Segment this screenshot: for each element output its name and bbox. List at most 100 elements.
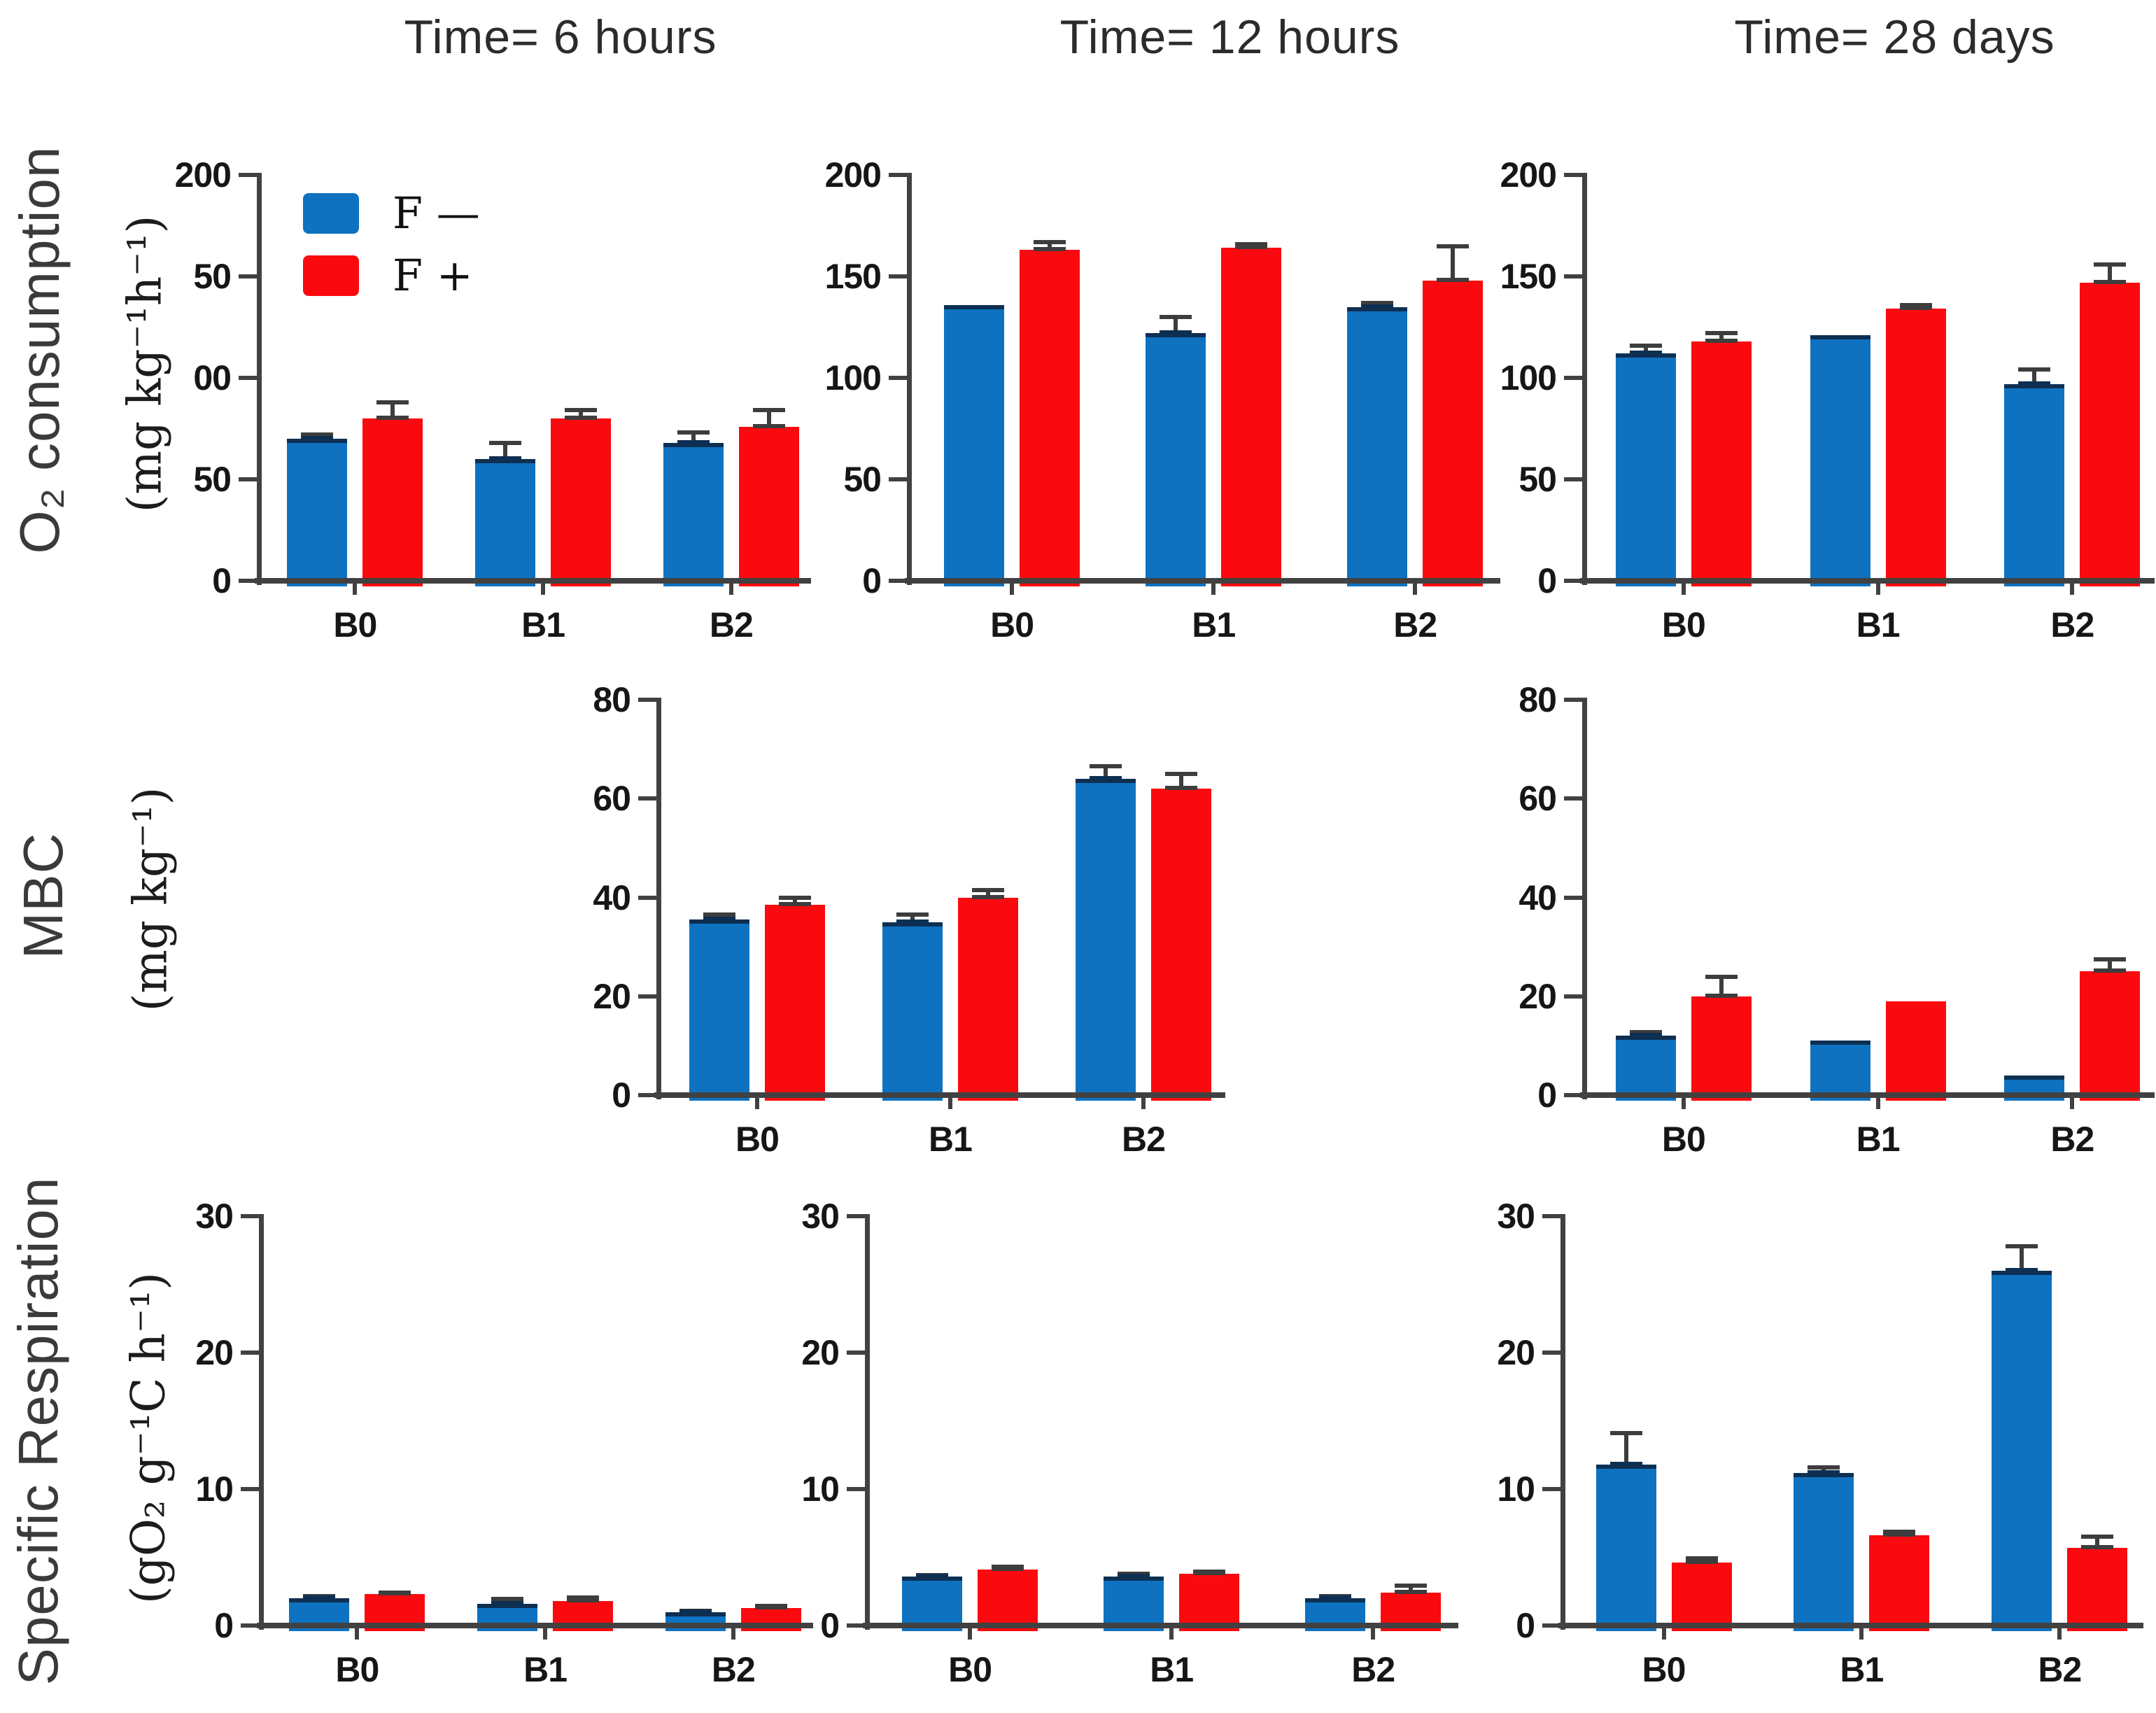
x-axis-tick bbox=[1681, 584, 1686, 595]
error-bar-base-f-minus-B1 bbox=[896, 919, 929, 924]
error-bar-stem-f-minus-B2 bbox=[2032, 369, 2037, 384]
category-label-B1: B1 bbox=[1856, 605, 1901, 644]
error-bar-stem-f-plus-B0 bbox=[1719, 333, 1724, 341]
bar-f-plus-B0 bbox=[1020, 250, 1080, 586]
error-bar-base-f-plus-B2 bbox=[2094, 279, 2127, 284]
y-axis-tick-label: 0 bbox=[1537, 1076, 1557, 1115]
error-bar-cap-f-plus-B2 bbox=[2081, 1535, 2114, 1539]
bar-f-minus-B0 bbox=[287, 439, 348, 586]
chart-specific-respiration-28-days: 30 20 10 0 B0 B1 B2 bbox=[1497, 1197, 2143, 1689]
error-bar-stem-f-minus-B0 bbox=[1623, 1433, 1628, 1465]
category-label-B0: B0 bbox=[1661, 1120, 1706, 1159]
bar-f-minus-B2 bbox=[1347, 306, 1408, 586]
y-axis-tick-label: 100 bbox=[1500, 358, 1557, 397]
bar-f-minus-B1 bbox=[1104, 1576, 1164, 1631]
category-label-B1: B1 bbox=[1840, 1650, 1884, 1689]
y-axis-tick bbox=[889, 274, 907, 279]
bar-f-plus-B2 bbox=[2080, 971, 2141, 1101]
bar-f-plus-B2 bbox=[2067, 1547, 2128, 1631]
category-label-B2: B2 bbox=[1122, 1120, 1166, 1159]
error-bar-base-f-minus-B1 bbox=[489, 456, 522, 460]
y-axis bbox=[1582, 173, 1587, 585]
error-bar-base-f-plus-B2 bbox=[1395, 1590, 1428, 1595]
legend-label-f-minus: F — bbox=[393, 188, 480, 239]
error-bar-stem-f-minus-B2 bbox=[2020, 1246, 2024, 1271]
error-bar-stem-f-plus-B1 bbox=[986, 889, 990, 898]
bar-f-minus-B1 bbox=[475, 459, 536, 586]
bar-f-minus-B2 bbox=[1076, 779, 1136, 1101]
error-bar-stem-f-plus-B2 bbox=[1451, 246, 1456, 281]
y-axis-tick bbox=[847, 1623, 865, 1628]
error-bar-cap-f-minus-B0 bbox=[301, 432, 334, 437]
y-axis-tick-label: 0 bbox=[1537, 561, 1557, 600]
error-bar-cap-f-plus-B2 bbox=[1165, 771, 1197, 776]
row-unit-specific-respiration: (gO₂ g⁻¹C h⁻¹) bbox=[121, 1271, 176, 1605]
y-axis-tick-label: 10 bbox=[195, 1469, 234, 1509]
y-axis bbox=[656, 698, 661, 1099]
error-bar-base-f-plus-B1 bbox=[1899, 306, 1932, 311]
y-axis-tick-label: 200 bbox=[1500, 155, 1557, 195]
error-bar-cap-f-plus-B1 bbox=[567, 1595, 600, 1600]
category-label-B2: B2 bbox=[709, 605, 754, 644]
y-axis-tick bbox=[847, 1351, 865, 1355]
bar-f-plus-B1 bbox=[1179, 1573, 1240, 1631]
y-axis-tick-label: 150 bbox=[1500, 257, 1557, 296]
y-axis-tick bbox=[638, 895, 656, 900]
error-bar-stem-f-plus-B0 bbox=[390, 402, 395, 418]
error-bar-cap-f-plus-B1 bbox=[565, 408, 598, 413]
y-axis-tick-label: 200 bbox=[824, 155, 882, 195]
y-axis-tick-label: 40 bbox=[593, 877, 631, 917]
error-bar-cap-f-minus-B0 bbox=[1629, 1030, 1662, 1035]
y-axis-tick bbox=[241, 1623, 259, 1628]
y-axis-tick-label: 20 bbox=[593, 976, 631, 1016]
bar-f-plus-B1 bbox=[551, 418, 612, 586]
x-axis bbox=[1580, 578, 2155, 584]
x-axis bbox=[255, 578, 811, 584]
error-bar-base-f-minus-B0 bbox=[703, 917, 735, 922]
category-label-B1: B1 bbox=[523, 1650, 568, 1689]
category-label-B0: B0 bbox=[1642, 1650, 1686, 1689]
error-bar-base-f-minus-B2 bbox=[677, 439, 710, 444]
error-bar-base-f-plus-B0 bbox=[1685, 1560, 1718, 1565]
error-bar-stem-f-plus-B2 bbox=[1409, 1586, 1414, 1593]
category-label-B0: B0 bbox=[948, 1650, 992, 1689]
x-axis-tick bbox=[1875, 1098, 1880, 1109]
y-axis-tick bbox=[241, 1487, 259, 1491]
x-axis bbox=[257, 1623, 813, 1628]
x-axis bbox=[905, 578, 1500, 584]
x-axis-tick bbox=[1875, 584, 1880, 595]
y-axis-tick bbox=[241, 1351, 259, 1355]
y-axis-tick bbox=[638, 994, 656, 999]
bar-f-plus-B0 bbox=[362, 418, 423, 586]
y-axis-tick bbox=[1564, 477, 1582, 481]
category-label-B0: B0 bbox=[335, 1650, 379, 1689]
y-axis-tick bbox=[847, 1487, 865, 1491]
bar-f-plus-B1 bbox=[1869, 1535, 1930, 1631]
bar-f-plus-B0 bbox=[1691, 996, 1752, 1101]
error-bar-base-f-plus-B1 bbox=[1883, 1532, 1916, 1537]
error-bar-base-f-minus-B1 bbox=[1118, 1573, 1150, 1578]
x-axis-tick bbox=[1169, 1628, 1174, 1640]
error-bar-cap-f-plus-B2 bbox=[752, 408, 785, 413]
x-axis-tick bbox=[1010, 584, 1015, 595]
error-bar-base-f-minus-B2 bbox=[1319, 1595, 1352, 1600]
bar-f-plus-B0 bbox=[978, 1570, 1038, 1631]
error-bar-stem-f-plus-B2 bbox=[1179, 773, 1183, 789]
error-bar-cap-f-minus-B1 bbox=[491, 1596, 524, 1601]
error-bar-base-f-plus-B2 bbox=[1165, 786, 1197, 791]
category-label-B2: B2 bbox=[1351, 1650, 1395, 1689]
error-bar-stem-f-plus-B2 bbox=[2108, 959, 2113, 972]
legend-swatch-f-plus bbox=[303, 255, 359, 296]
y-axis-tick bbox=[847, 1214, 865, 1218]
error-bar-base-f-plus-B2 bbox=[2094, 968, 2127, 973]
y-axis-tick-label: 50 bbox=[843, 460, 882, 499]
error-bar-stem-f-plus-B0 bbox=[1048, 241, 1052, 251]
x-axis-tick bbox=[353, 584, 358, 595]
bar-f-plus-B1 bbox=[1885, 309, 1946, 586]
error-bar-cap-f-plus-B0 bbox=[376, 400, 409, 404]
error-bar-base-f-plus-B1 bbox=[567, 1598, 600, 1602]
y-axis-tick-label: 50 bbox=[193, 257, 232, 296]
bar-f-plus-B0 bbox=[1691, 341, 1752, 586]
y-axis-tick-label: 100 bbox=[824, 358, 882, 397]
